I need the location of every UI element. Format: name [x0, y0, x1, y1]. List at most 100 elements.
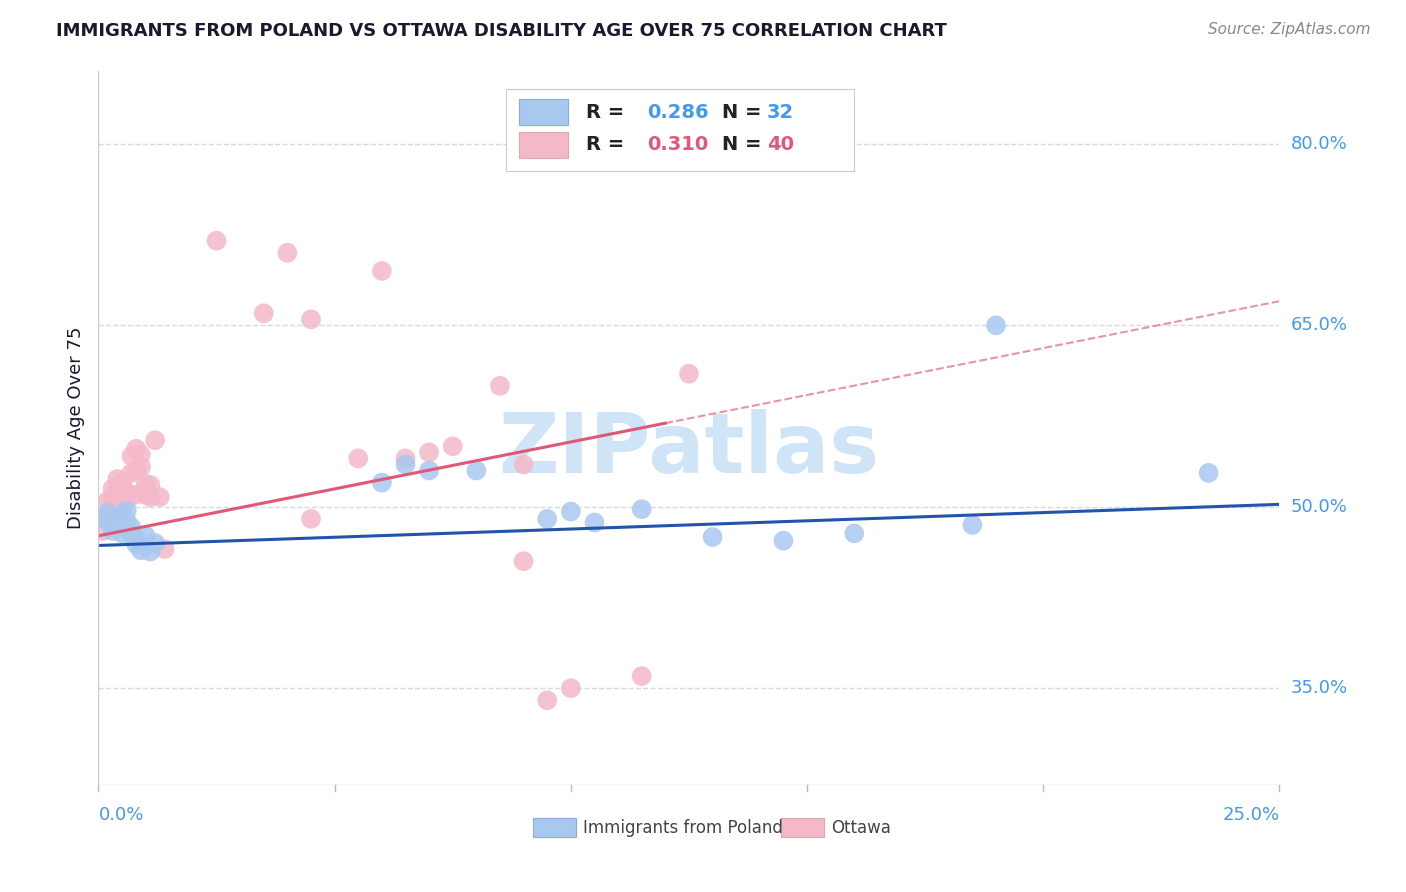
Text: N =: N =: [723, 103, 768, 121]
Point: [121, 527, 143, 541]
Point: [111, 475, 134, 490]
FancyBboxPatch shape: [506, 89, 855, 171]
Point: [115, 503, 138, 517]
Text: 50.0%: 50.0%: [1291, 498, 1347, 516]
Point: [139, 544, 162, 558]
Point: [299, 512, 322, 526]
Point: [512, 458, 534, 472]
Text: 35.0%: 35.0%: [1291, 679, 1348, 698]
Point: [105, 512, 128, 526]
Point: [149, 490, 172, 504]
Point: [489, 379, 512, 393]
Point: [143, 434, 166, 448]
Point: [139, 490, 162, 504]
Point: [583, 516, 606, 530]
Text: ZIPatlas: ZIPatlas: [499, 409, 879, 490]
Point: [135, 476, 157, 491]
Point: [115, 493, 138, 508]
Point: [91, 512, 114, 526]
Text: R =: R =: [586, 103, 631, 121]
Point: [121, 449, 143, 463]
Point: [512, 554, 534, 568]
Point: [984, 318, 1007, 333]
Point: [347, 451, 370, 466]
FancyBboxPatch shape: [533, 819, 575, 837]
Point: [101, 482, 124, 496]
Point: [394, 451, 416, 466]
Point: [560, 681, 582, 696]
Text: 0.310: 0.310: [648, 136, 709, 154]
Point: [962, 517, 984, 532]
Text: 0.0%: 0.0%: [98, 806, 143, 824]
Point: [101, 524, 124, 538]
Point: [702, 530, 724, 544]
Text: 80.0%: 80.0%: [1291, 135, 1347, 153]
Point: [105, 519, 128, 533]
Point: [844, 526, 866, 541]
Point: [418, 445, 440, 459]
Text: R =: R =: [586, 136, 631, 154]
Point: [105, 482, 128, 496]
Point: [465, 463, 488, 477]
Point: [135, 488, 157, 502]
Point: [536, 693, 558, 707]
Point: [630, 669, 652, 683]
Point: [560, 505, 582, 519]
Point: [299, 312, 322, 326]
Point: [91, 512, 114, 526]
Point: [630, 502, 652, 516]
Text: Ottawa: Ottawa: [831, 819, 890, 837]
Point: [97, 506, 120, 520]
Point: [125, 537, 148, 551]
Point: [115, 514, 138, 528]
Point: [121, 466, 143, 480]
Text: 32: 32: [766, 103, 794, 121]
Point: [125, 531, 148, 545]
Text: 25.0%: 25.0%: [1222, 806, 1279, 824]
Point: [1198, 466, 1220, 480]
Point: [536, 512, 558, 526]
Point: [91, 524, 114, 538]
Point: [101, 500, 124, 514]
Point: [115, 485, 138, 500]
Point: [111, 508, 134, 523]
Point: [418, 463, 440, 477]
Point: [125, 488, 148, 502]
Point: [111, 488, 134, 502]
Point: [121, 520, 143, 534]
Text: 40: 40: [766, 136, 794, 154]
Point: [129, 543, 152, 558]
Point: [125, 463, 148, 477]
Point: [101, 517, 124, 532]
Point: [111, 500, 134, 514]
Point: [371, 264, 394, 278]
Point: [97, 506, 120, 520]
Point: [276, 245, 298, 260]
Text: 65.0%: 65.0%: [1291, 317, 1347, 334]
Point: [441, 439, 464, 453]
Text: Source: ZipAtlas.com: Source: ZipAtlas.com: [1208, 22, 1371, 37]
Text: N =: N =: [723, 136, 768, 154]
Point: [129, 448, 152, 462]
Text: 0.286: 0.286: [648, 103, 709, 121]
Point: [97, 493, 120, 508]
Point: [105, 472, 128, 486]
Text: IMMIGRANTS FROM POLAND VS OTTAWA DISABILITY AGE OVER 75 CORRELATION CHART: IMMIGRANTS FROM POLAND VS OTTAWA DISABIL…: [56, 22, 948, 40]
Point: [143, 536, 166, 550]
Point: [135, 529, 157, 543]
FancyBboxPatch shape: [782, 819, 824, 837]
Text: Immigrants from Poland: Immigrants from Poland: [582, 819, 783, 837]
Point: [139, 478, 162, 492]
Point: [772, 533, 794, 548]
Point: [394, 458, 416, 472]
Point: [153, 542, 176, 557]
Y-axis label: Disability Age Over 75: Disability Age Over 75: [66, 326, 84, 530]
Point: [101, 490, 124, 504]
Point: [678, 367, 700, 381]
Point: [125, 442, 148, 456]
Point: [111, 526, 134, 541]
FancyBboxPatch shape: [519, 99, 568, 125]
FancyBboxPatch shape: [519, 132, 568, 158]
Point: [371, 475, 394, 490]
Point: [205, 234, 228, 248]
